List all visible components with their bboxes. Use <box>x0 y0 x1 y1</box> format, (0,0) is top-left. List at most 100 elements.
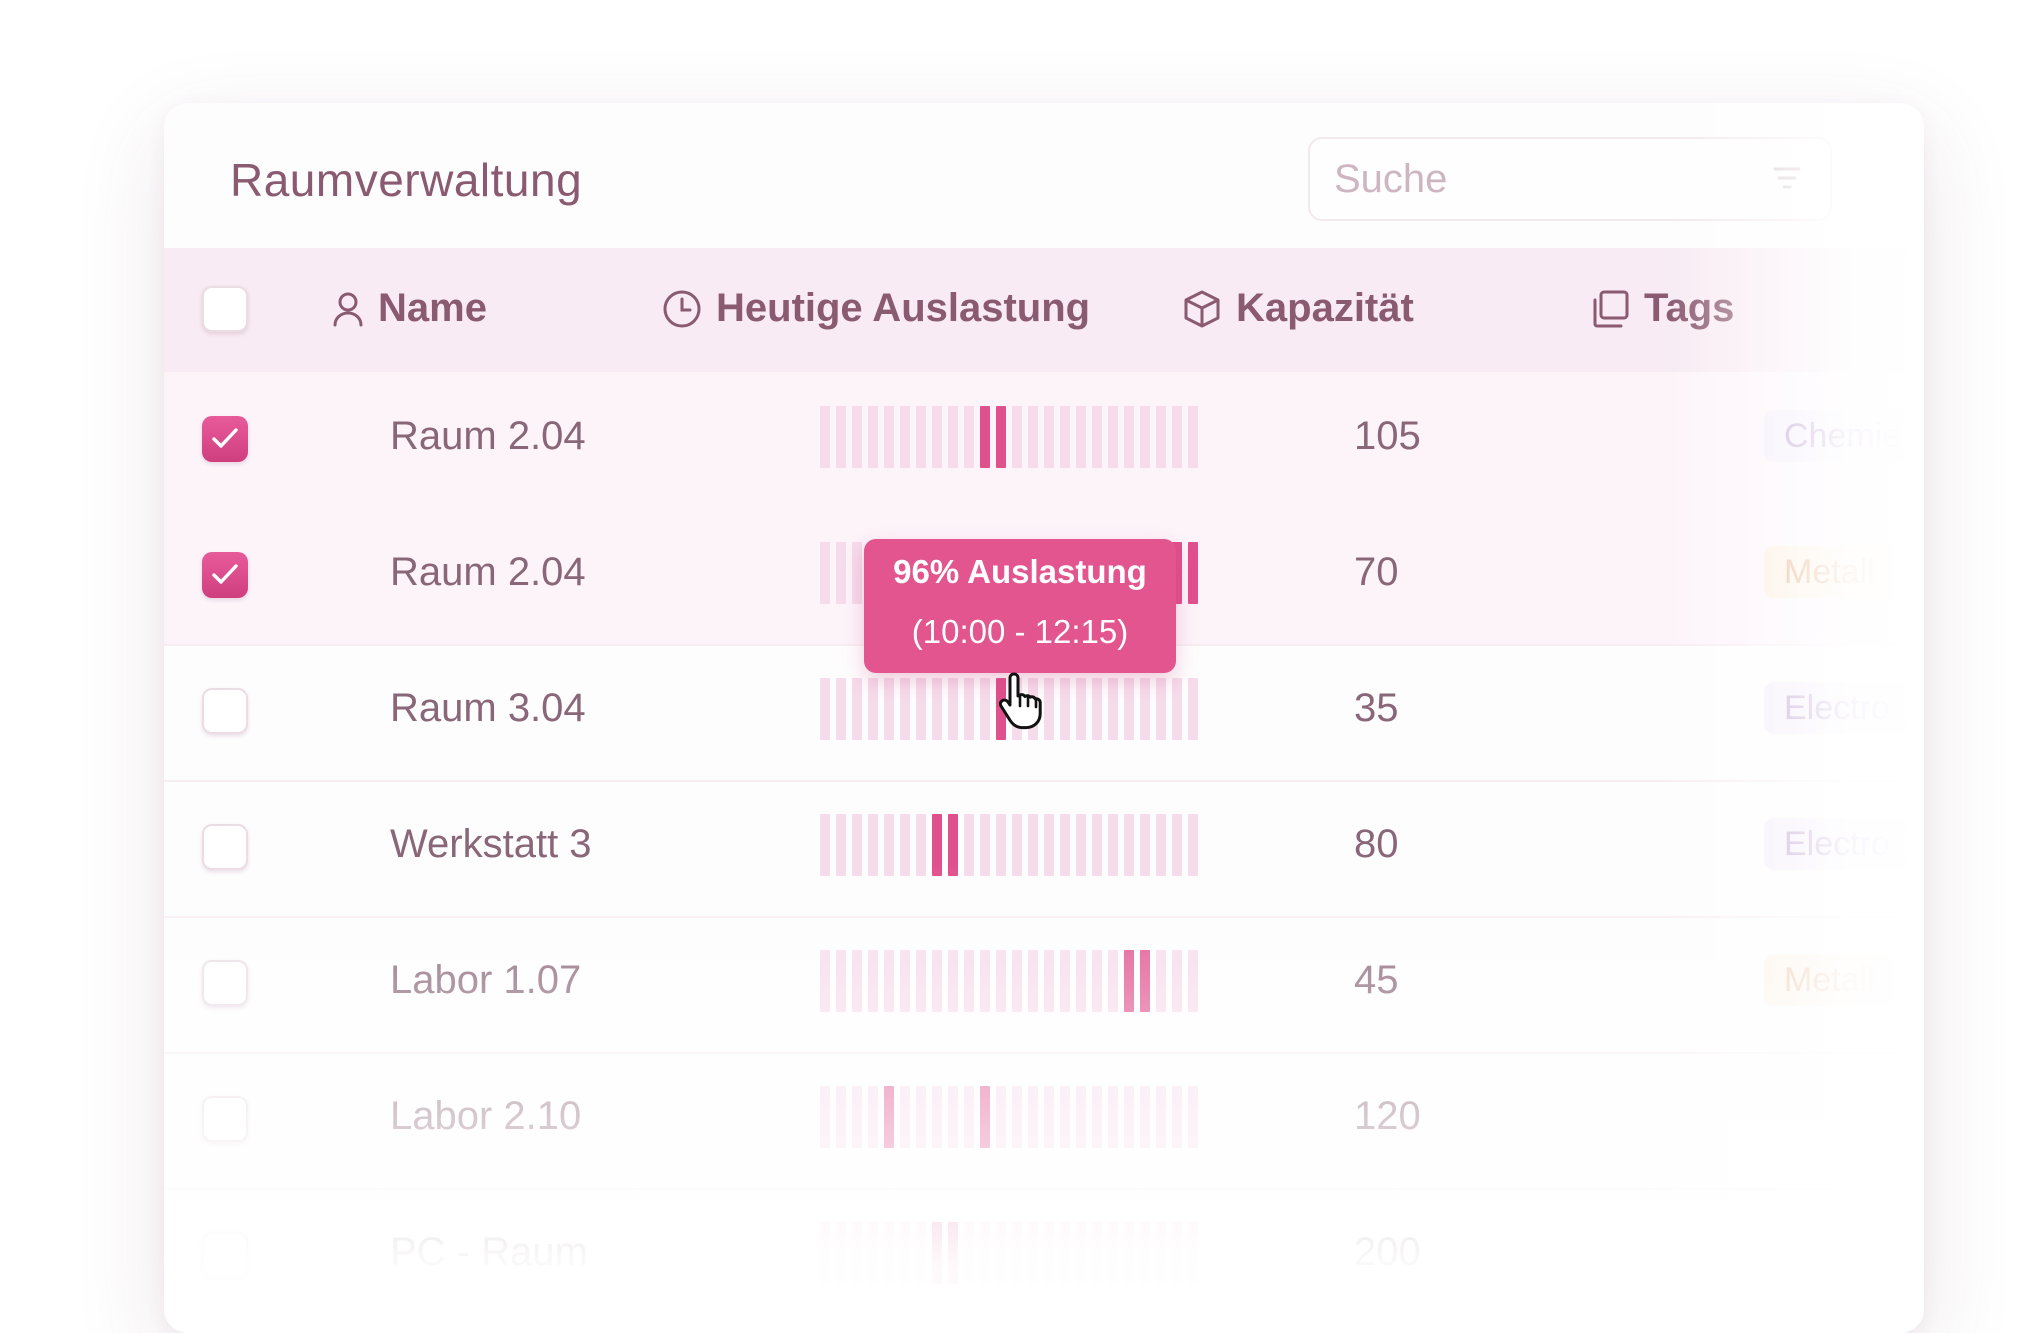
utilization-slot[interactable] <box>1188 1222 1198 1284</box>
utilization-slot[interactable] <box>1188 1086 1198 1148</box>
utilization-slot[interactable] <box>996 814 1006 876</box>
utilization-slot[interactable] <box>1108 950 1118 1012</box>
column-header-utilization[interactable]: Heutige Auslastung <box>662 286 1090 331</box>
utilization-slot[interactable] <box>1188 814 1198 876</box>
utilization-slot[interactable] <box>1076 814 1086 876</box>
utilization-slot[interactable] <box>1028 1086 1038 1148</box>
utilization-slot[interactable] <box>948 814 958 876</box>
utilization-slot[interactable] <box>1044 950 1054 1012</box>
utilization-slot[interactable] <box>980 406 990 468</box>
row-checkbox[interactable] <box>202 1096 248 1142</box>
table-row[interactable]: Werkstatt 3 80 Electro <box>164 780 1924 918</box>
utilization-slot[interactable] <box>836 814 846 876</box>
utilization-slot[interactable] <box>996 406 1006 468</box>
utilization-slot[interactable] <box>868 1086 878 1148</box>
room-tag[interactable]: Metall <box>1764 546 1895 598</box>
utilization-slot[interactable] <box>1060 1086 1070 1148</box>
room-tag[interactable]: Electro <box>1764 818 1910 870</box>
utilization-slot[interactable] <box>948 1222 958 1284</box>
utilization-slot[interactable] <box>1140 1222 1150 1284</box>
utilization-slot[interactable] <box>1012 1086 1022 1148</box>
utilization-slot[interactable] <box>868 1222 878 1284</box>
utilization-slot[interactable] <box>884 678 894 740</box>
utilization-slot[interactable] <box>964 814 974 876</box>
utilization-bar-strip[interactable] <box>820 814 1230 876</box>
utilization-slot[interactable] <box>948 678 958 740</box>
utilization-slot[interactable] <box>1140 950 1150 1012</box>
row-checkbox[interactable] <box>202 688 248 734</box>
utilization-slot[interactable] <box>948 950 958 1012</box>
utilization-slot[interactable] <box>836 1222 846 1284</box>
utilization-slot[interactable] <box>916 1222 926 1284</box>
utilization-slot[interactable] <box>900 950 910 1012</box>
utilization-slot[interactable] <box>1188 542 1198 604</box>
utilization-slot[interactable] <box>948 1086 958 1148</box>
utilization-slot[interactable] <box>1188 950 1198 1012</box>
utilization-slot[interactable] <box>1172 542 1182 604</box>
utilization-slot[interactable] <box>980 678 990 740</box>
utilization-slot[interactable] <box>1140 814 1150 876</box>
utilization-slot[interactable] <box>1092 950 1102 1012</box>
utilization-slot[interactable] <box>1092 814 1102 876</box>
utilization-slot[interactable] <box>1060 814 1070 876</box>
utilization-slot[interactable] <box>948 406 958 468</box>
row-checkbox[interactable] <box>202 1232 248 1278</box>
utilization-slot[interactable] <box>868 814 878 876</box>
utilization-slot[interactable] <box>900 814 910 876</box>
utilization-slot[interactable] <box>900 1086 910 1148</box>
utilization-slot[interactable] <box>868 678 878 740</box>
utilization-slot[interactable] <box>916 950 926 1012</box>
utilization-slot[interactable] <box>996 950 1006 1012</box>
utilization-slot[interactable] <box>1108 406 1118 468</box>
utilization-slot[interactable] <box>852 1222 862 1284</box>
utilization-slot[interactable] <box>1188 678 1198 740</box>
utilization-slot[interactable] <box>820 814 830 876</box>
utilization-slot[interactable] <box>1172 950 1182 1012</box>
utilization-slot[interactable] <box>1156 678 1166 740</box>
utilization-slot[interactable] <box>900 406 910 468</box>
utilization-slot[interactable] <box>868 950 878 1012</box>
utilization-slot[interactable] <box>884 1086 894 1148</box>
utilization-slot[interactable] <box>1012 950 1022 1012</box>
table-row[interactable]: Raum 2.04 105 Chemie <box>164 372 1924 510</box>
utilization-slot[interactable] <box>1172 1222 1182 1284</box>
utilization-slot[interactable] <box>1076 406 1086 468</box>
room-tag[interactable]: Metall <box>1764 954 1895 1006</box>
utilization-slot[interactable] <box>1076 950 1086 1012</box>
utilization-slot[interactable] <box>884 814 894 876</box>
utilization-slot[interactable] <box>996 1222 1006 1284</box>
utilization-slot[interactable] <box>916 814 926 876</box>
utilization-slot[interactable] <box>1156 406 1166 468</box>
utilization-slot[interactable] <box>1140 406 1150 468</box>
utilization-slot[interactable] <box>820 406 830 468</box>
utilization-slot[interactable] <box>1060 1222 1070 1284</box>
utilization-slot[interactable] <box>820 950 830 1012</box>
utilization-bar-strip[interactable] <box>820 406 1230 468</box>
utilization-slot[interactable] <box>1172 406 1182 468</box>
utilization-slot[interactable] <box>1092 1086 1102 1148</box>
column-header-name[interactable]: Name <box>332 286 487 331</box>
utilization-slot[interactable] <box>836 950 846 1012</box>
utilization-slot[interactable] <box>1028 1222 1038 1284</box>
utilization-bar-strip[interactable] <box>820 1086 1230 1148</box>
utilization-slot[interactable] <box>820 678 830 740</box>
utilization-slot[interactable] <box>1156 1222 1166 1284</box>
utilization-slot[interactable] <box>852 678 862 740</box>
utilization-slot[interactable] <box>1044 1086 1054 1148</box>
utilization-slot[interactable] <box>884 406 894 468</box>
utilization-slot[interactable] <box>1028 406 1038 468</box>
utilization-slot[interactable] <box>980 950 990 1012</box>
utilization-slot[interactable] <box>852 542 862 604</box>
utilization-slot[interactable] <box>980 1222 990 1284</box>
utilization-slot[interactable] <box>1012 1222 1022 1284</box>
utilization-slot[interactable] <box>836 678 846 740</box>
row-checkbox[interactable] <box>202 960 248 1006</box>
utilization-slot[interactable] <box>900 678 910 740</box>
utilization-slot[interactable] <box>1172 678 1182 740</box>
utilization-bar-strip[interactable] <box>820 950 1230 1012</box>
utilization-bar-strip[interactable] <box>820 1222 1230 1284</box>
utilization-slot[interactable] <box>932 814 942 876</box>
table-row[interactable]: Labor 2.10 120 <box>164 1052 1924 1190</box>
utilization-slot[interactable] <box>1188 406 1198 468</box>
utilization-slot[interactable] <box>1060 406 1070 468</box>
